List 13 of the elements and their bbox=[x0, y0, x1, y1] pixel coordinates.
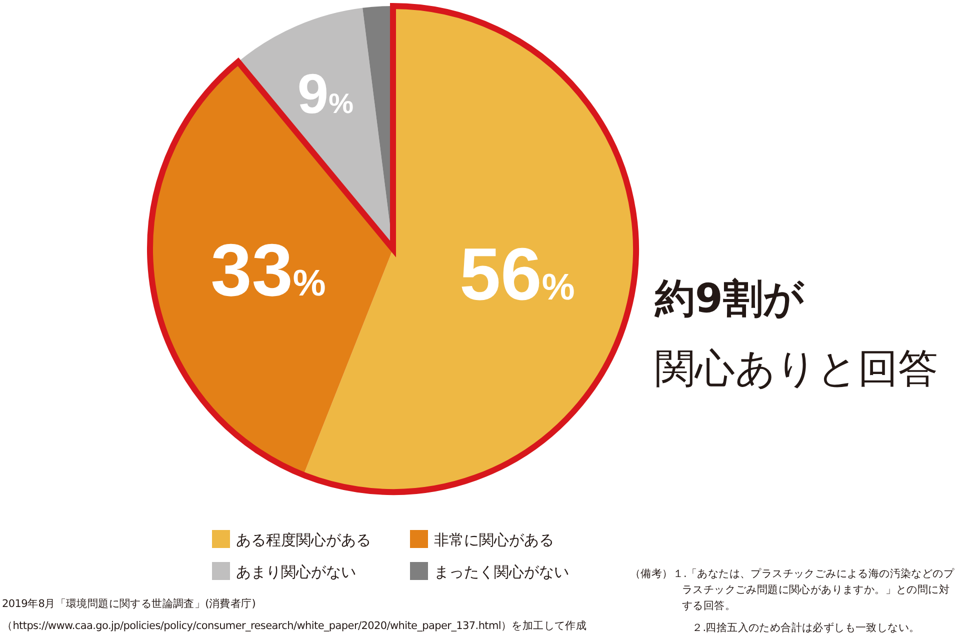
legend-label: 非常に関心がある bbox=[434, 531, 554, 549]
legend-label: あまり関心がない bbox=[236, 563, 356, 581]
text: ２.四捨五入のため合計は必ずしも一致しない。 bbox=[692, 621, 920, 636]
text: 約9割が bbox=[654, 276, 805, 322]
text: （https://www.caa.go.jp/policies/policy/consumer_research/white_paper/2020/white_paper_137.html）を加工して作成 bbox=[2, 619, 587, 634]
legend-label: まったく関心がない bbox=[434, 563, 569, 581]
data-label: 33% bbox=[210, 228, 326, 312]
text: （備考）１.「あなたは、プラスチックごみによる海の汚染などのプラスチックごみ問題に関心がありますか。」との問に対する回答。 bbox=[630, 567, 956, 614]
text: 関心ありと回答 bbox=[655, 346, 938, 392]
data-label: 9% bbox=[297, 62, 354, 126]
text: 2019年8月「環境問題に関する世論調査」(消費者庁) bbox=[2, 597, 256, 612]
data-label: 56% bbox=[460, 232, 575, 316]
legend-label: ある程度関心がある bbox=[236, 531, 371, 549]
